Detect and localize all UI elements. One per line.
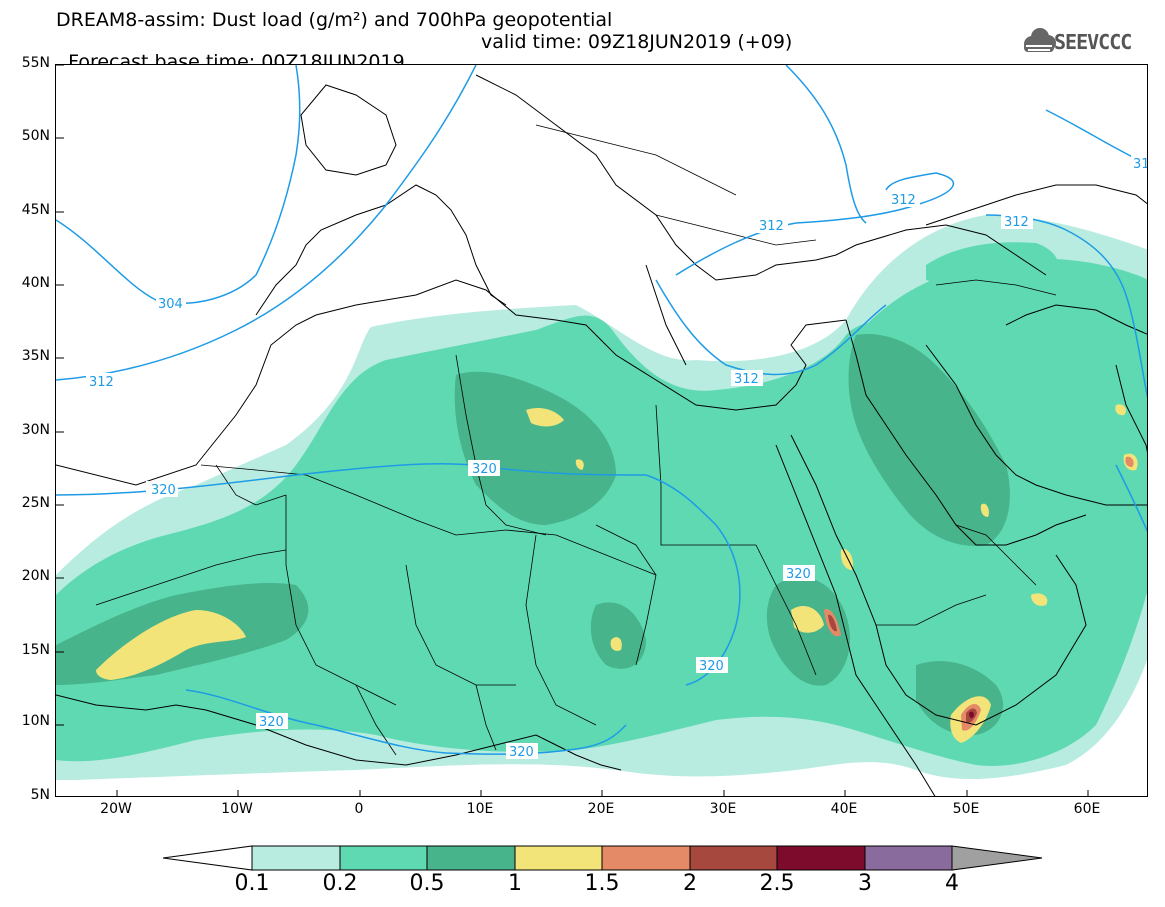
logo-text: SEEVCCC (1054, 30, 1132, 54)
contour-label: 312 (1004, 215, 1029, 230)
colorbar-swatch (864, 845, 953, 871)
contour-label: 312 (759, 219, 784, 234)
dust-level-7-area (969, 711, 974, 718)
lat-label: 55N (21, 55, 50, 71)
colorbar-over-arrow (951, 845, 1043, 871)
lat-label: 40N (21, 275, 50, 291)
lat-label: 25N (21, 495, 50, 511)
colorbar-label: 0.5 (409, 871, 445, 896)
contour-label: 320 (786, 567, 811, 582)
colorbar-swatch (514, 845, 603, 871)
contour-label: 312 (891, 193, 916, 208)
lat-label: 35N (21, 348, 50, 364)
valid-time: valid time: 09Z18JUN2019 (+09) (481, 31, 793, 53)
lon-label: 0 (354, 801, 364, 817)
colorbar-swatch (601, 845, 691, 871)
colorbar-swatch (689, 845, 778, 871)
colorbar-label: 1.5 (584, 871, 620, 896)
colorbar-swatch (776, 845, 866, 871)
colorbar-swatch (426, 845, 516, 871)
contour-label-group: 304 312 312 312 312 320 320 320 320 320 … (86, 155, 1148, 760)
contour-label: 320 (699, 659, 724, 674)
lat-label: 5N (30, 787, 50, 803)
contour-label: 320 (259, 715, 284, 730)
colorbar-label: 3 (858, 871, 872, 896)
colorbar-label: 4 (945, 871, 959, 896)
contour-label: 312 (734, 372, 759, 387)
dust-map-canvas: 304 312 312 312 312 320 320 320 320 320 … (56, 65, 1148, 796)
dust-map: 304 312 312 312 312 320 320 320 320 320 … (55, 64, 1148, 797)
lon-label: 50E (952, 801, 980, 817)
colorbar-under-arrow (163, 845, 253, 871)
contour-label: 304 (158, 297, 183, 312)
colorbar-label: 0.2 (322, 871, 358, 896)
lon-label: 20W (100, 801, 132, 817)
lon-label: 10E (466, 801, 494, 817)
contour-label: 31 (1133, 157, 1148, 172)
lat-label: 15N (21, 642, 50, 658)
colorbar (163, 845, 1043, 871)
lat-label: 45N (21, 202, 50, 218)
lat-label: 20N (21, 568, 50, 584)
colorbar-swatch (251, 845, 341, 871)
contour-label: 320 (472, 462, 497, 477)
geopotential-contours (56, 65, 1147, 755)
lon-label: 40E (830, 801, 858, 817)
lat-label: 10N (21, 713, 50, 729)
contour-label: 320 (509, 745, 534, 760)
colorbar-label: 2 (683, 871, 697, 896)
contour-label: 312 (89, 375, 114, 390)
colorbar-label: 1 (508, 871, 522, 896)
colorbar-label: 2.5 (759, 871, 795, 896)
cloud-icon (1024, 28, 1056, 52)
lat-label: 30N (21, 422, 50, 438)
colorbar-label: 0.1 (234, 871, 270, 896)
lat-label: 50N (21, 128, 50, 144)
colorbar-swatch (339, 845, 428, 871)
contour-label: 320 (151, 483, 176, 498)
lon-label: 30E (709, 801, 737, 817)
axis-ticks (56, 65, 1089, 796)
lon-label: 20E (587, 801, 615, 817)
lon-label: 10W (221, 801, 253, 817)
map-title: DREAM8-assim: Dust load (g/m²) and 700hP… (56, 9, 613, 31)
lon-label: 60E (1073, 801, 1101, 817)
country-borders (95, 124, 1057, 756)
